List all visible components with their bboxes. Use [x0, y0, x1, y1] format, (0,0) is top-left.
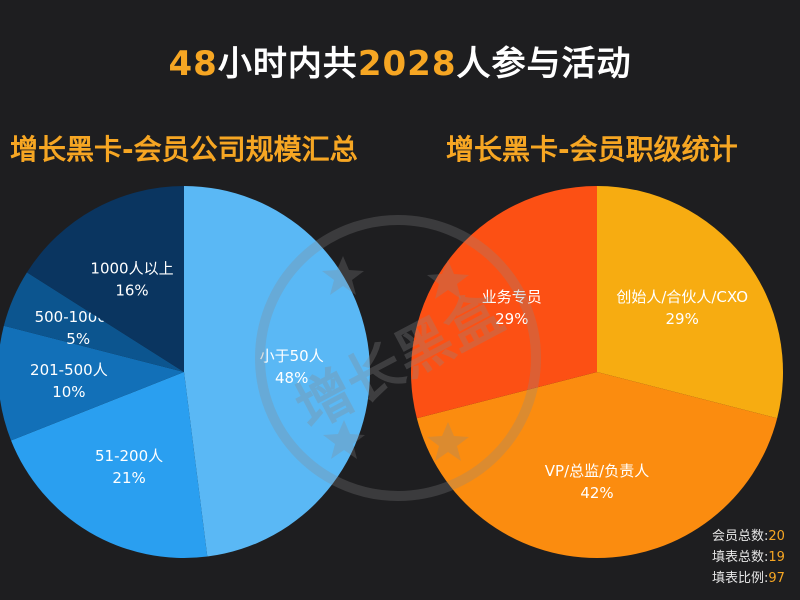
stat-row-members: 会员总数:20 — [712, 526, 785, 547]
pie-slice — [3, 272, 185, 372]
pie-slice — [416, 372, 778, 559]
main-title: 48小时内共2028人参与活动 — [0, 36, 800, 85]
company-size-chart-title: 增长黑卡-会员公司规模汇总 — [10, 133, 358, 166]
job-level-pie: 创始人/合伙人/CXO 29% VP/总监/负责人 42% 业务专员 29% — [410, 185, 784, 559]
stat-row-ratio: 填表比例:97 — [712, 568, 785, 589]
job-level-chart-title: 增长黑卡-会员职级统计 — [446, 133, 738, 166]
slice-label: 1000人以上 — [90, 260, 173, 278]
slice-percent-label: 16% — [115, 282, 148, 300]
title-text-hours: 小时内共 — [217, 44, 358, 84]
slice-label: 创始人/合伙人/CXO — [616, 288, 748, 306]
stat-row-forms: 填表总数:19 — [712, 547, 785, 568]
slice-percent-label: 10% — [52, 383, 85, 401]
stat-label: 填表比例: — [712, 571, 769, 586]
slice-label: 201-500人 — [30, 361, 108, 379]
pie-slice — [0, 325, 184, 441]
title-number-people: 2028 — [357, 44, 457, 84]
pie-slice — [11, 372, 208, 558]
slice-percent-label: 29% — [666, 310, 699, 328]
title-number-hours: 48 — [168, 44, 218, 84]
stat-value: 19 — [768, 550, 785, 565]
slice-label: 小于50人 — [260, 347, 324, 365]
stat-value: 97 — [768, 571, 785, 586]
slice-label: 业务专员 — [482, 288, 542, 306]
slice-percent-label: 5% — [66, 330, 90, 348]
slice-percent-label: 29% — [495, 310, 528, 328]
stat-label: 填表总数: — [712, 550, 769, 565]
pie-slice — [597, 186, 784, 419]
slice-percent-label: 48% — [275, 369, 308, 387]
slice-percent-label: 42% — [580, 484, 613, 502]
stats-panel: 会员总数:20 填表总数:19 填表比例:97 — [712, 526, 785, 589]
pie-slice — [26, 186, 185, 372]
slice-percent-label: 21% — [112, 469, 145, 487]
stat-label: 会员总数: — [712, 529, 769, 544]
slice-label: 51-200人 — [95, 447, 163, 465]
slice-label: VP/总监/负责人 — [545, 462, 649, 480]
title-text-activity: 人参与活动 — [456, 44, 632, 84]
stat-value: 20 — [768, 529, 785, 544]
pie-slice — [184, 186, 370, 557]
company-size-pie: 小于50人48%51-200人21%201-500人10%500-1000人5%… — [0, 186, 370, 558]
pie-slice — [410, 185, 597, 419]
